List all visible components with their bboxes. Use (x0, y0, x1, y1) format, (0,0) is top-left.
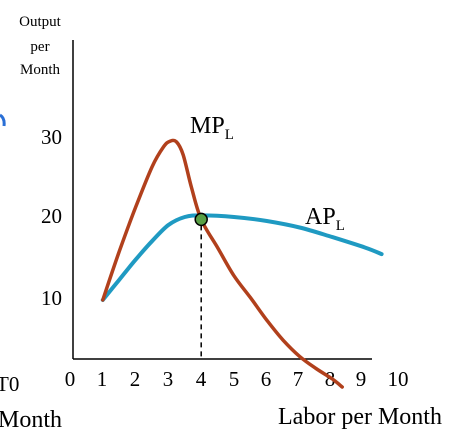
x-tick-label-0: 0 (65, 367, 76, 391)
y-tick-label-30: 30 (41, 125, 62, 149)
y-axis-title-line-1: Output (19, 14, 62, 30)
stray-mark (0, 113, 6, 127)
x-axis-title: Labor per Month (278, 404, 442, 430)
series-label-apl: APL (305, 204, 345, 234)
series-label-mpl: MPL (190, 113, 234, 143)
series-label-mpl-name: MP (190, 113, 225, 139)
x-tick-label-5: 5 (229, 367, 240, 391)
intersection-point (194, 212, 208, 227)
x-tick-label-6: 6 (261, 367, 272, 391)
x-tick-label-2: 2 (130, 367, 141, 391)
x-tick-labels: 0 1 2 3 4 5 6 7 8 9 10 (65, 367, 409, 391)
y-axis-title-line-3: Month (20, 62, 61, 78)
x-tick-label-7: 7 (293, 367, 304, 391)
series-line-mpl (101, 138, 344, 389)
y-tick-label-10: 10 (41, 286, 62, 310)
series-label-apl-name: AP (305, 204, 336, 230)
clipped-tick-label: T0 (0, 372, 19, 396)
y-axis-title-line-2: per (30, 39, 49, 55)
x-tick-label-3: 3 (163, 367, 174, 391)
clipped-axis-label: Month (0, 407, 62, 433)
series-label-mpl-subscript: L (225, 127, 234, 143)
x-tick-label-1: 1 (97, 367, 108, 391)
x-tick-label-10: 10 (388, 367, 409, 391)
x-tick-label-9: 9 (356, 367, 367, 391)
y-tick-label-20: 20 (41, 204, 62, 228)
series-label-apl-subscript: L (336, 218, 345, 234)
x-tick-label-4: 4 (196, 367, 207, 391)
